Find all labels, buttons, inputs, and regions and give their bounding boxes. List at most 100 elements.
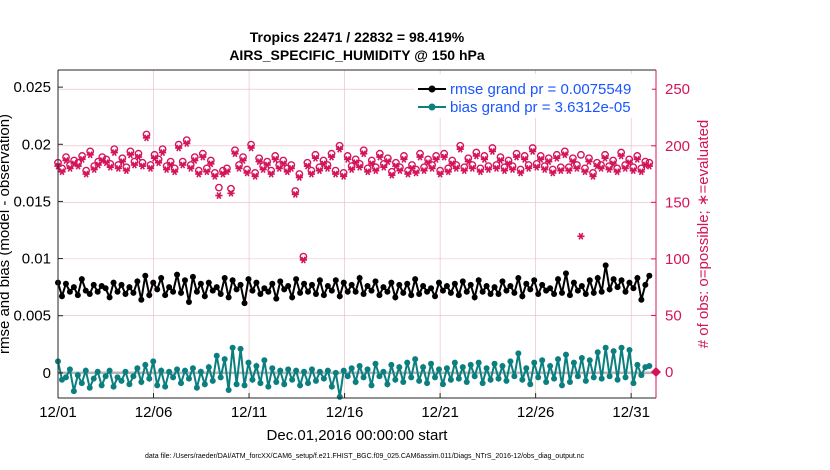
obs-evaluated-marker: [271, 155, 279, 163]
obs-evaluated-marker: [263, 161, 271, 169]
rmse-point: [443, 283, 450, 289]
obs-evaluated-marker: [255, 158, 263, 166]
obs-evaluated-marker: [66, 164, 74, 172]
obs-evaluated-marker: [557, 167, 565, 175]
rmse-point: [158, 275, 165, 281]
obs-evaluated-marker: [480, 155, 488, 163]
bias-point: [305, 380, 312, 387]
rmse-point: [217, 291, 224, 297]
bias-point: [62, 374, 69, 381]
rmse-point: [205, 279, 212, 286]
rmse-point: [511, 289, 518, 296]
bias-point: [126, 381, 133, 388]
obs-evaluated-marker: [641, 161, 649, 169]
bias-point: [134, 365, 141, 372]
rmse-point: [265, 288, 272, 295]
rmse-point: [392, 294, 399, 301]
obs-evaluated-marker: [492, 164, 501, 172]
bias-point: [281, 381, 288, 388]
bias-point: [257, 380, 264, 387]
obs-evaluated-marker: [529, 147, 537, 155]
rmse-point: [459, 278, 466, 285]
obs-evaluated-marker: [448, 160, 456, 168]
rmse-point: [630, 285, 637, 292]
rmse-point: [285, 283, 292, 289]
rmse-point: [499, 278, 506, 285]
rmse-point: [547, 285, 554, 292]
y-tick-label: 0.005: [13, 308, 51, 325]
obs-evaluated-marker: [565, 167, 573, 175]
bias-point: [320, 375, 327, 382]
bias-point: [253, 363, 260, 369]
rmse-point: [146, 292, 153, 299]
obs-evaluated-marker: [545, 158, 553, 166]
obs-evaluated-marker: [360, 150, 368, 158]
rmse-point: [261, 285, 268, 292]
obs-evaluated-marker: [299, 256, 307, 264]
bias-point: [221, 356, 228, 363]
bias-point: [543, 379, 550, 385]
bias-point: [269, 365, 276, 372]
bias-point: [301, 368, 308, 375]
obs-evaluated-marker: [179, 161, 187, 169]
obs-evaluated-marker: [553, 154, 561, 162]
obs-evaluated-marker: [428, 164, 436, 172]
obs-evaluated-marker: [154, 159, 163, 167]
rmse-point: [114, 288, 121, 295]
obs-evaluated-marker: [340, 172, 348, 180]
bias-point: [594, 349, 601, 356]
bias-point: [74, 372, 81, 379]
rmse-point: [297, 289, 304, 296]
bias-point: [586, 357, 593, 364]
obs-evaluated-marker: [335, 145, 344, 153]
bias-point: [352, 379, 359, 385]
obs-evaluated-marker: [597, 164, 605, 172]
rmse-point: [404, 280, 411, 287]
rmse-point: [344, 288, 351, 295]
bias-point: [400, 379, 407, 385]
obs-evaluated-marker: [126, 151, 135, 159]
obs-evaluated-marker: [118, 158, 126, 166]
rmse-point: [312, 291, 319, 297]
obs-evaluated-marker: [372, 167, 380, 175]
bias-point: [432, 374, 439, 381]
obs-evaluated-marker: [476, 168, 484, 176]
obs-possible-marker: [577, 150, 585, 159]
bias-point: [142, 361, 149, 368]
rmse-point: [106, 294, 113, 301]
obs-evaluated-marker: [187, 164, 195, 172]
rmse-point: [626, 279, 633, 286]
bias-point: [428, 360, 435, 367]
obs-evaluated-marker: [235, 164, 243, 172]
bias-point: [376, 373, 383, 380]
rmse-point: [193, 288, 200, 295]
rmse-point: [424, 288, 431, 295]
rmse-point: [451, 280, 458, 287]
rmse-point: [356, 275, 363, 281]
y-tick-label: 0.01: [22, 251, 51, 268]
bias-point: [146, 375, 153, 382]
rmse-point: [130, 289, 137, 296]
bias-point: [289, 376, 296, 383]
rmse-point: [221, 275, 228, 281]
obs-evaluated-marker: [102, 159, 110, 167]
x-axis-label: Dec.01,2016 00:00:00 start: [267, 427, 449, 444]
obs-evaluated-marker: [521, 155, 529, 163]
bias-point: [412, 356, 419, 363]
obs-evaluated-marker: [444, 168, 452, 176]
rmse-point: [110, 279, 117, 286]
obs-evaluated-marker: [400, 155, 408, 163]
obs-evaluated-marker: [167, 161, 175, 169]
rmse-point: [562, 270, 569, 277]
obs-evaluated-marker: [195, 170, 203, 178]
rmse-point: [150, 279, 157, 286]
rmse-point: [432, 293, 439, 300]
bias-point: [344, 373, 351, 380]
bias-point: [70, 388, 77, 395]
rmse-point: [277, 278, 284, 285]
chart-title: Tropics 22471 / 22832 = 98.419%: [250, 29, 465, 45]
obs-evaluated-marker: [138, 162, 147, 170]
rmse-point: [249, 287, 256, 294]
obs-evaluated-marker: [432, 155, 440, 163]
bias-point: [380, 368, 387, 375]
